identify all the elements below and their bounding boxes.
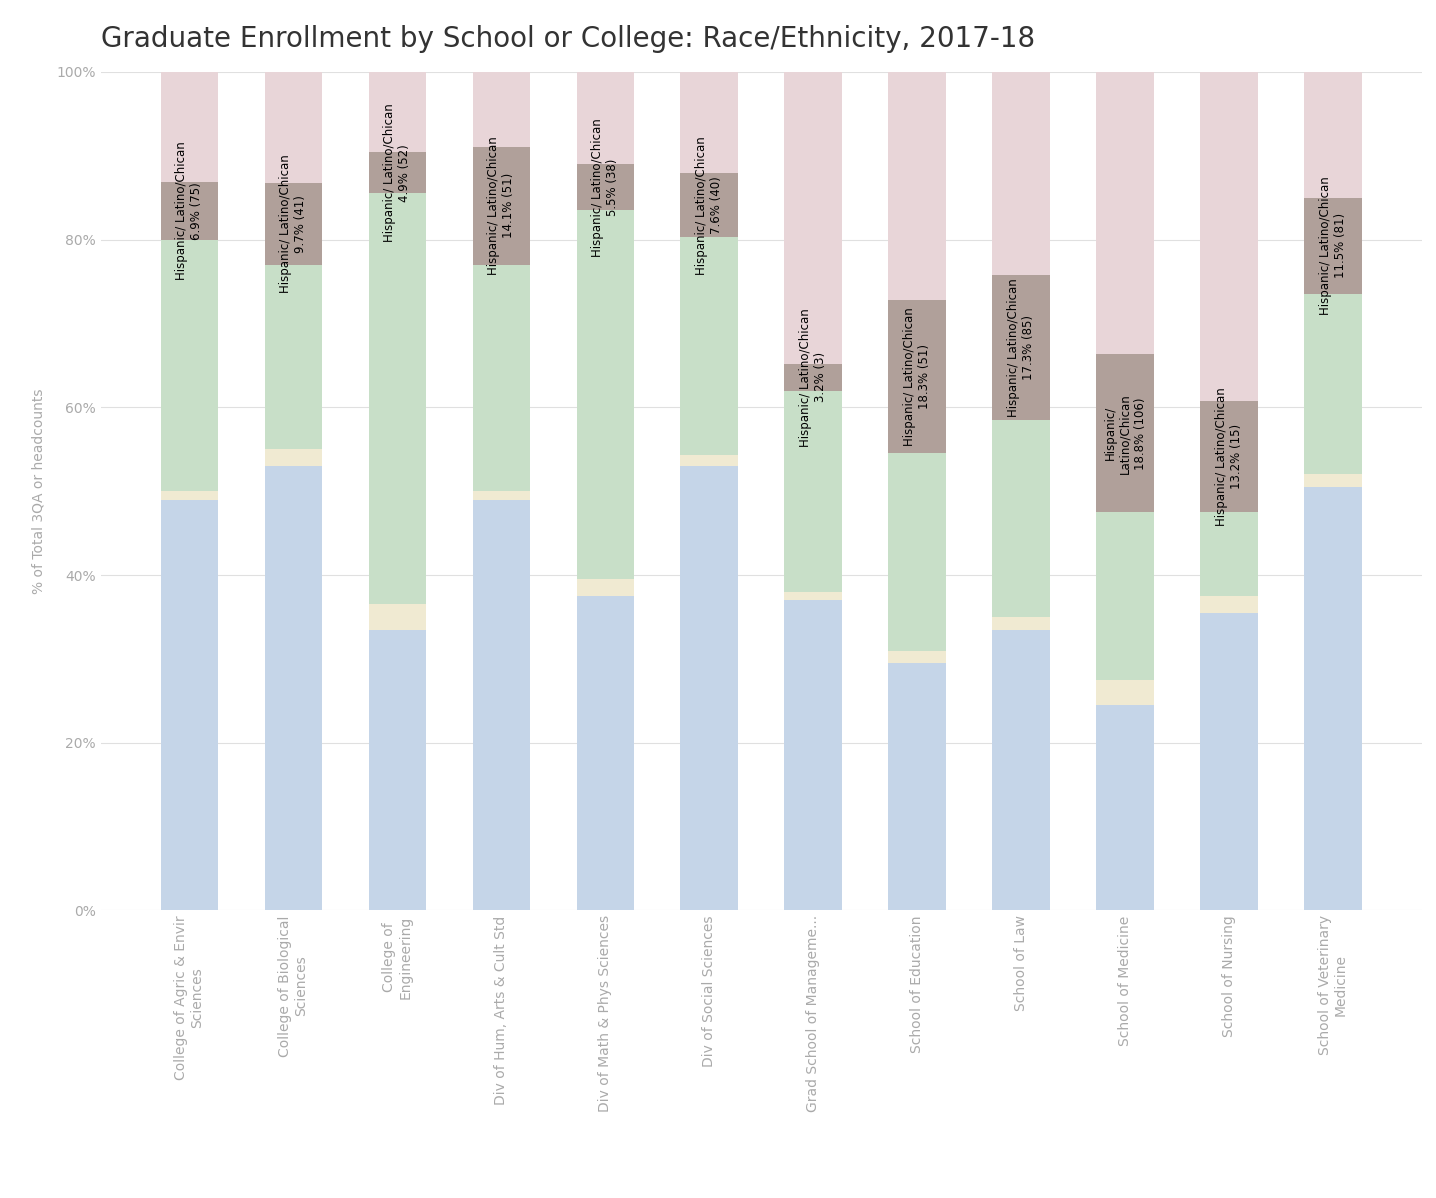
Bar <box>784 391 841 592</box>
Text: Hispanic/ Latino/Chican
7.6% (40): Hispanic/ Latino/Chican 7.6% (40) <box>695 135 724 274</box>
Bar <box>1200 613 1258 910</box>
Bar <box>1304 474 1361 488</box>
Bar <box>369 152 425 194</box>
Bar <box>681 466 738 910</box>
Bar <box>681 237 738 455</box>
Bar <box>681 455 738 466</box>
Bar <box>1097 513 1153 680</box>
Bar <box>264 72 322 183</box>
Text: Hispanic/ Latino/Chican
18.3% (51): Hispanic/ Latino/Chican 18.3% (51) <box>903 308 931 446</box>
Bar <box>576 211 633 580</box>
Text: Hispanic/ Latino/Chican
9.7% (41): Hispanic/ Latino/Chican 9.7% (41) <box>279 155 307 294</box>
Text: Hispanic/ Latino/Chican
14.1% (51): Hispanic/ Latino/Chican 14.1% (51) <box>487 137 516 276</box>
Bar <box>784 592 841 600</box>
Bar <box>472 72 530 146</box>
Bar <box>889 454 946 651</box>
Bar <box>576 580 633 597</box>
Bar <box>264 183 322 265</box>
Bar <box>1304 198 1361 295</box>
Bar <box>369 630 425 910</box>
Bar <box>1097 355 1153 513</box>
Bar <box>992 420 1050 617</box>
Bar <box>264 449 322 466</box>
Bar <box>992 72 1050 274</box>
Bar <box>576 597 633 910</box>
Bar <box>472 146 530 265</box>
Bar <box>1200 401 1258 513</box>
Bar <box>784 600 841 910</box>
Bar <box>1097 704 1153 910</box>
Bar <box>1304 488 1361 910</box>
Bar <box>1304 295 1361 474</box>
Bar <box>161 240 218 491</box>
Bar <box>889 300 946 454</box>
Bar <box>1097 680 1153 704</box>
Bar <box>681 174 738 237</box>
Bar <box>784 72 841 364</box>
Text: Hispanic/ Latino/Chican
13.2% (15): Hispanic/ Latino/Chican 13.2% (15) <box>1215 387 1244 526</box>
Bar <box>161 182 218 240</box>
Bar <box>472 500 530 910</box>
Text: Hispanic/ Latino/Chican
6.9% (75): Hispanic/ Latino/Chican 6.9% (75) <box>175 141 202 280</box>
Text: Graduate Enrollment by School or College: Race/Ethnicity, 2017-18: Graduate Enrollment by School or College… <box>101 25 1035 53</box>
Bar <box>264 265 322 449</box>
Text: Hispanic/ Latino/Chican
5.5% (38): Hispanic/ Latino/Chican 5.5% (38) <box>592 117 619 256</box>
Bar <box>992 274 1050 420</box>
Bar <box>369 194 425 605</box>
Bar <box>889 651 946 664</box>
Bar <box>369 604 425 630</box>
Bar <box>889 72 946 300</box>
Bar <box>889 664 946 910</box>
Bar <box>1200 513 1258 597</box>
Text: Hispanic/ Latino/Chican
3.2% (3): Hispanic/ Latino/Chican 3.2% (3) <box>798 308 827 447</box>
Bar <box>369 72 425 152</box>
Bar <box>992 630 1050 910</box>
Bar <box>992 617 1050 630</box>
Bar <box>161 72 218 182</box>
Bar <box>681 72 738 174</box>
Text: Hispanic/ Latino/Chican
17.3% (85): Hispanic/ Latino/Chican 17.3% (85) <box>1007 278 1035 417</box>
Bar <box>472 265 530 491</box>
Text: Hispanic/
Latino/Chican
18.8% (106): Hispanic/ Latino/Chican 18.8% (106) <box>1103 393 1146 473</box>
Bar <box>161 500 218 910</box>
Bar <box>576 72 633 164</box>
Text: Hispanic/ Latino/Chican
4.9% (52): Hispanic/ Latino/Chican 4.9% (52) <box>383 103 411 242</box>
Bar <box>264 466 322 910</box>
Bar <box>1304 72 1361 198</box>
Bar <box>472 491 530 500</box>
Bar <box>784 364 841 391</box>
Bar <box>1200 72 1258 401</box>
Y-axis label: % of Total 3QA or headcounts: % of Total 3QA or headcounts <box>32 388 45 594</box>
Bar <box>1200 595 1258 613</box>
Bar <box>161 491 218 500</box>
Text: Hispanic/ Latino/Chican
11.5% (81): Hispanic/ Latino/Chican 11.5% (81) <box>1320 176 1347 315</box>
Bar <box>576 164 633 211</box>
Bar <box>1097 72 1153 355</box>
